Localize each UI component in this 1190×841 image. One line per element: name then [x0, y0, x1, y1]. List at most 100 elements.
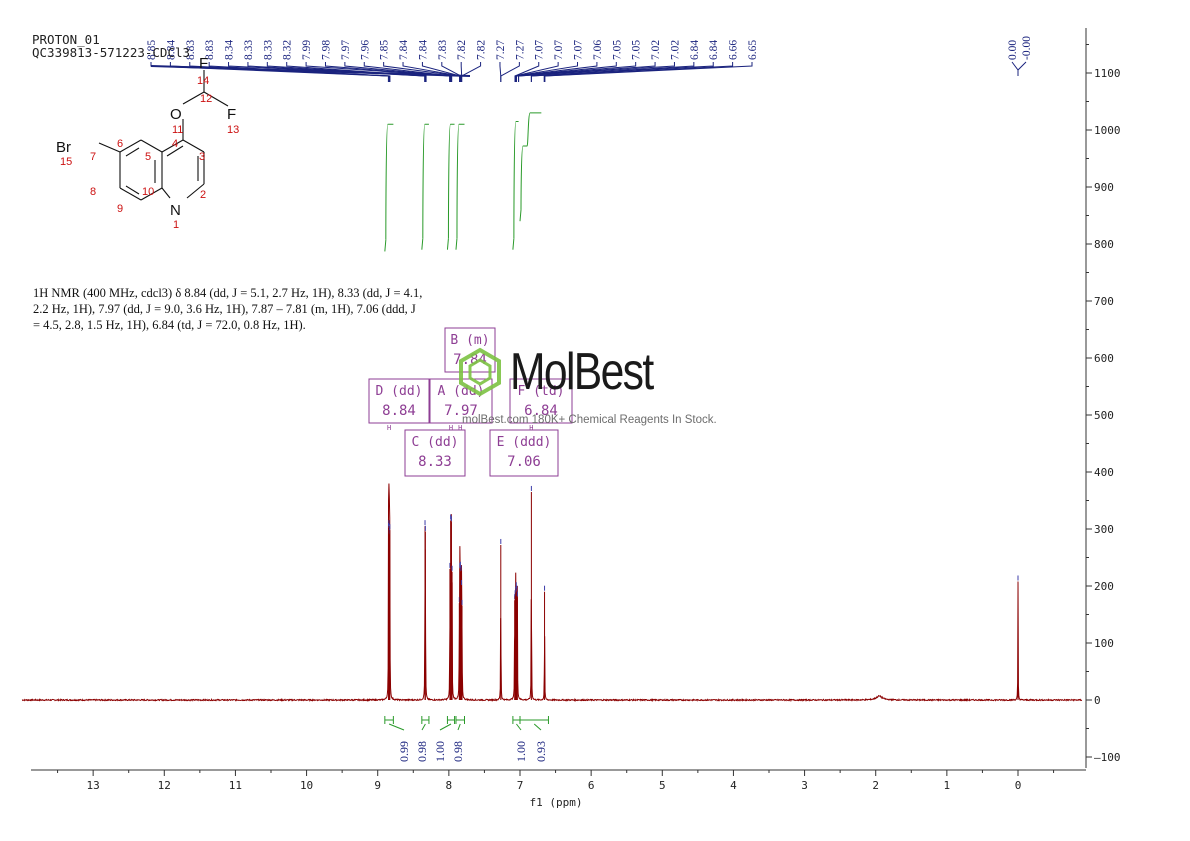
multiplet-shift: 8.33 [418, 454, 452, 470]
multiplet-label: C (dd) [412, 435, 459, 450]
multiplet-shift: 7.97 [444, 403, 478, 419]
spectrum-header-line1: PROTON_01 [32, 32, 100, 47]
peak-label: 7.27 [495, 40, 507, 60]
multiplet-label: D (dd) [376, 384, 423, 399]
x-tick-label: 0 [1015, 779, 1022, 792]
peak-label-connector [530, 62, 714, 82]
integral-value: 0.98 [451, 741, 465, 762]
peak-label-connector [461, 62, 482, 82]
peak-label-connector [363, 62, 453, 82]
peak-label: 8.32 [282, 40, 294, 60]
y-tick-label: 1000 [1094, 124, 1121, 137]
peak-label: 8.33 [262, 40, 274, 60]
atom-num-11: 11 [172, 124, 183, 136]
x-tick-label: 9 [374, 779, 381, 792]
multiplet-box-e: E (ddd) 7.06 [489, 429, 559, 477]
integral-value: 1.00 [514, 741, 528, 762]
peak-label: 7.85 [379, 40, 391, 60]
multiplet-frame [509, 378, 573, 424]
y-tick-label: 400 [1094, 466, 1114, 479]
atom-num-6: 6 [117, 138, 123, 150]
integral-leader [439, 723, 452, 731]
atom-n1: N [170, 202, 181, 219]
peak-label-connector [500, 62, 520, 82]
atom-num-1: 1 [173, 219, 179, 231]
peak-label: 6.84 [708, 40, 720, 60]
x-tick-label: 12 [158, 779, 171, 792]
peak-label-connector [383, 62, 461, 82]
peak-label: 7.06 [592, 40, 604, 60]
multiplet-box-f: F (td) 6.84 H [509, 378, 573, 432]
atom-o11: O [170, 106, 182, 123]
peak-label: 7.02 [669, 40, 681, 60]
y-tick-label: 500 [1094, 409, 1114, 422]
atom-num-12: 12 [200, 93, 212, 105]
peak-label: 8.85 [146, 40, 158, 60]
integral-curve [512, 120, 519, 250]
peak-label: 7.27 [514, 40, 526, 60]
multiplet-shift: 7.06 [507, 454, 541, 470]
atom-num-14: 14 [197, 75, 209, 87]
x-tick-label: 8 [446, 779, 453, 792]
peak-label-group: 8.85 8.84 8.83 8.83 8.34 8.33 8.33 8.32 7.99 7.98… [146, 40, 759, 82]
multiplet-anchor: H [387, 424, 391, 432]
integral-value: 0.98 [415, 741, 429, 762]
integral-curve [455, 123, 465, 250]
peak-label-connector [515, 62, 598, 82]
peak-label: 7.07 [553, 40, 565, 60]
peak-label: 7.99 [301, 40, 313, 60]
peak-label: 8.84 [165, 40, 177, 60]
atom-num-7: 7 [90, 151, 96, 163]
y-tick-label: 600 [1094, 352, 1114, 365]
y-tick-label: 700 [1094, 295, 1114, 308]
peak-label-connector [544, 62, 753, 82]
multiplet-frame [404, 429, 466, 477]
peak-label: 8.33 [243, 40, 255, 60]
multiplet-box-c: C (dd) 8.33 [404, 429, 466, 477]
x-tick-label: 11 [229, 779, 242, 792]
integral-value: 1.00 [433, 741, 447, 762]
tms-label: 0.00 [1007, 40, 1019, 60]
integral-curve [384, 123, 394, 252]
atom-num-13: 13 [227, 124, 239, 136]
peak-label-connector [324, 62, 451, 82]
peak-label-connector [266, 62, 426, 82]
atom-num-10: 10 [142, 186, 154, 198]
y-tick-label: 300 [1094, 523, 1114, 536]
integral-curves [384, 112, 542, 252]
integral-leader [388, 723, 405, 731]
peak-label: 7.05 [631, 40, 643, 60]
atom-num-8: 8 [90, 186, 96, 198]
peak-label-connector [515, 62, 637, 82]
x-tick-label: 1 [944, 779, 951, 792]
integral-leader [516, 723, 522, 731]
peak-label: 7.83 [437, 40, 449, 60]
peak-label-connector [518, 62, 675, 82]
peak-label: 7.84 [417, 40, 429, 60]
watermark-brand: MolBest [510, 343, 654, 401]
tms-label: -0.00 [1021, 36, 1033, 60]
x-tick-label: 4 [730, 779, 737, 792]
atom-num-3: 3 [199, 151, 205, 163]
integral-value: 0.93 [534, 741, 548, 762]
peak-label: 8.83 [204, 40, 216, 60]
peak-label: 7.84 [398, 40, 410, 60]
x-tick-label: 7 [517, 779, 524, 792]
multiplet-anchor: H [529, 424, 533, 432]
tms-connector [1011, 61, 1027, 76]
x-axis-ticks: 13 12 11 10 9 8 7 6 5 4 3 2 1 0 [57, 770, 1055, 792]
atom-num-5: 5 [145, 151, 151, 163]
tms-label-group: 0.00 -0.00 [1007, 36, 1033, 76]
multiplet-frame [489, 429, 559, 477]
y-tick-label: 900 [1094, 181, 1114, 194]
x-tick-label: 3 [801, 779, 808, 792]
peak-label: 7.07 [573, 40, 585, 60]
chemical-structure: F 14 12 O 11 F 13 Br 15 7 6 5 4 3 8 9 10… [56, 55, 239, 231]
peak-label: 8.83 [185, 40, 197, 60]
integral-marks: 0.99 0.98 1.00 0.98 1.00 0.93 [384, 716, 549, 762]
y-tick-label: 0 [1094, 694, 1101, 707]
x-axis-label: f1 (ppm) [530, 796, 583, 809]
y-tick-label: 200 [1094, 580, 1114, 593]
peak-label-connector [286, 62, 427, 82]
